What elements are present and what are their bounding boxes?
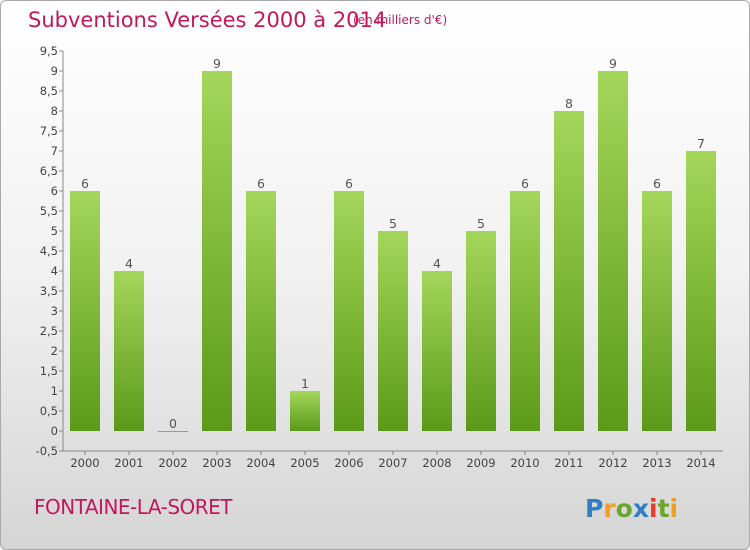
x-tick-label: 2008 — [422, 456, 451, 470]
x-tick-label: 2000 — [70, 456, 99, 470]
data-label: 1 — [301, 376, 309, 391]
y-tick-label: 9,5 — [40, 44, 58, 58]
bar — [114, 271, 144, 431]
y-tick-label: 5,5 — [40, 204, 58, 218]
data-label: 5 — [477, 216, 485, 231]
data-label: 5 — [389, 216, 397, 231]
bar — [334, 191, 364, 431]
y-tick-label: 3 — [51, 304, 58, 318]
x-tick-label: 2010 — [510, 456, 539, 470]
chart-subtitle: (en milliers d'€) — [353, 13, 448, 27]
x-tick-label: 2005 — [290, 456, 319, 470]
bar — [686, 151, 716, 431]
y-tick-label: 6,5 — [40, 164, 58, 178]
y-tick-label: 2 — [51, 344, 58, 358]
bar — [202, 71, 232, 431]
y-tick-label: 8 — [51, 104, 58, 118]
bar — [70, 191, 100, 431]
x-tick-label: 2003 — [202, 456, 231, 470]
bar — [510, 191, 540, 431]
bar — [422, 271, 452, 431]
y-tick-label: 7,5 — [40, 124, 58, 138]
x-tick-label: 2001 — [114, 456, 143, 470]
data-label: 7 — [697, 136, 705, 151]
y-tick-label: 1 — [51, 384, 58, 398]
bar — [290, 391, 320, 431]
bar — [642, 191, 672, 431]
data-label: 0 — [169, 416, 177, 431]
data-label: 8 — [565, 96, 573, 111]
data-label: 9 — [213, 56, 221, 71]
y-tick-label: 2,5 — [40, 324, 58, 338]
x-tick-label: 2013 — [642, 456, 671, 470]
svg-text:Proxiti: Proxiti — [585, 494, 678, 523]
y-tick-label: 9 — [51, 64, 58, 78]
x-tick-label: 2004 — [246, 456, 275, 470]
data-label: 9 — [609, 56, 617, 71]
y-tick-label: 1,5 — [40, 364, 58, 378]
bar — [246, 191, 276, 431]
bar — [554, 111, 584, 431]
y-tick-label: 0,5 — [40, 404, 58, 418]
data-label: 6 — [521, 176, 529, 191]
bars — [70, 71, 716, 432]
y-tick-label: 6 — [51, 184, 58, 198]
data-labels: 6 4 0 9 6 1 6 5 4 5 6 8 9 6 7 — [81, 56, 705, 431]
axes — [59, 50, 723, 455]
bar — [466, 231, 496, 431]
x-tick-label: 2009 — [466, 456, 495, 470]
y-tick-label: 5 — [51, 224, 58, 238]
y-tick-label: 0 — [51, 424, 58, 438]
x-tick-label: 2014 — [686, 456, 715, 470]
x-tick-label: 2007 — [378, 456, 407, 470]
y-tick-label: 7 — [51, 144, 58, 158]
bar — [158, 431, 188, 432]
commune-name: FONTAINE-LA-SORET — [34, 495, 233, 519]
x-tick-label: 2012 — [598, 456, 627, 470]
y-tick-label: 8,5 — [40, 84, 58, 98]
y-tick-label: 4 — [51, 264, 58, 278]
data-label: 4 — [433, 256, 441, 271]
y-tick-label: 4,5 — [40, 244, 58, 258]
data-label: 6 — [653, 176, 661, 191]
data-label: 6 — [345, 176, 353, 191]
y-tick-label: -0,5 — [36, 444, 58, 458]
bar — [378, 231, 408, 431]
x-tick-label: 2002 — [158, 456, 187, 470]
proxiti-logo: Proxiti — [585, 494, 678, 523]
data-label: 6 — [81, 176, 89, 191]
bar — [598, 71, 628, 431]
data-label: 6 — [257, 176, 265, 191]
x-tick-label: 2006 — [334, 456, 363, 470]
data-label: 4 — [125, 256, 133, 271]
tick-labels: -0,5 0 0,5 1 1,5 2 2,5 3 3,5 4 4,5 5 5,5 6 6,5 7 7,5 8 8,5… — [36, 44, 716, 470]
x-tick-label: 2011 — [554, 456, 583, 470]
chart-title: Subventions Versées 2000 à 2014 — [28, 8, 387, 32]
y-tick-label: 3,5 — [40, 284, 58, 298]
